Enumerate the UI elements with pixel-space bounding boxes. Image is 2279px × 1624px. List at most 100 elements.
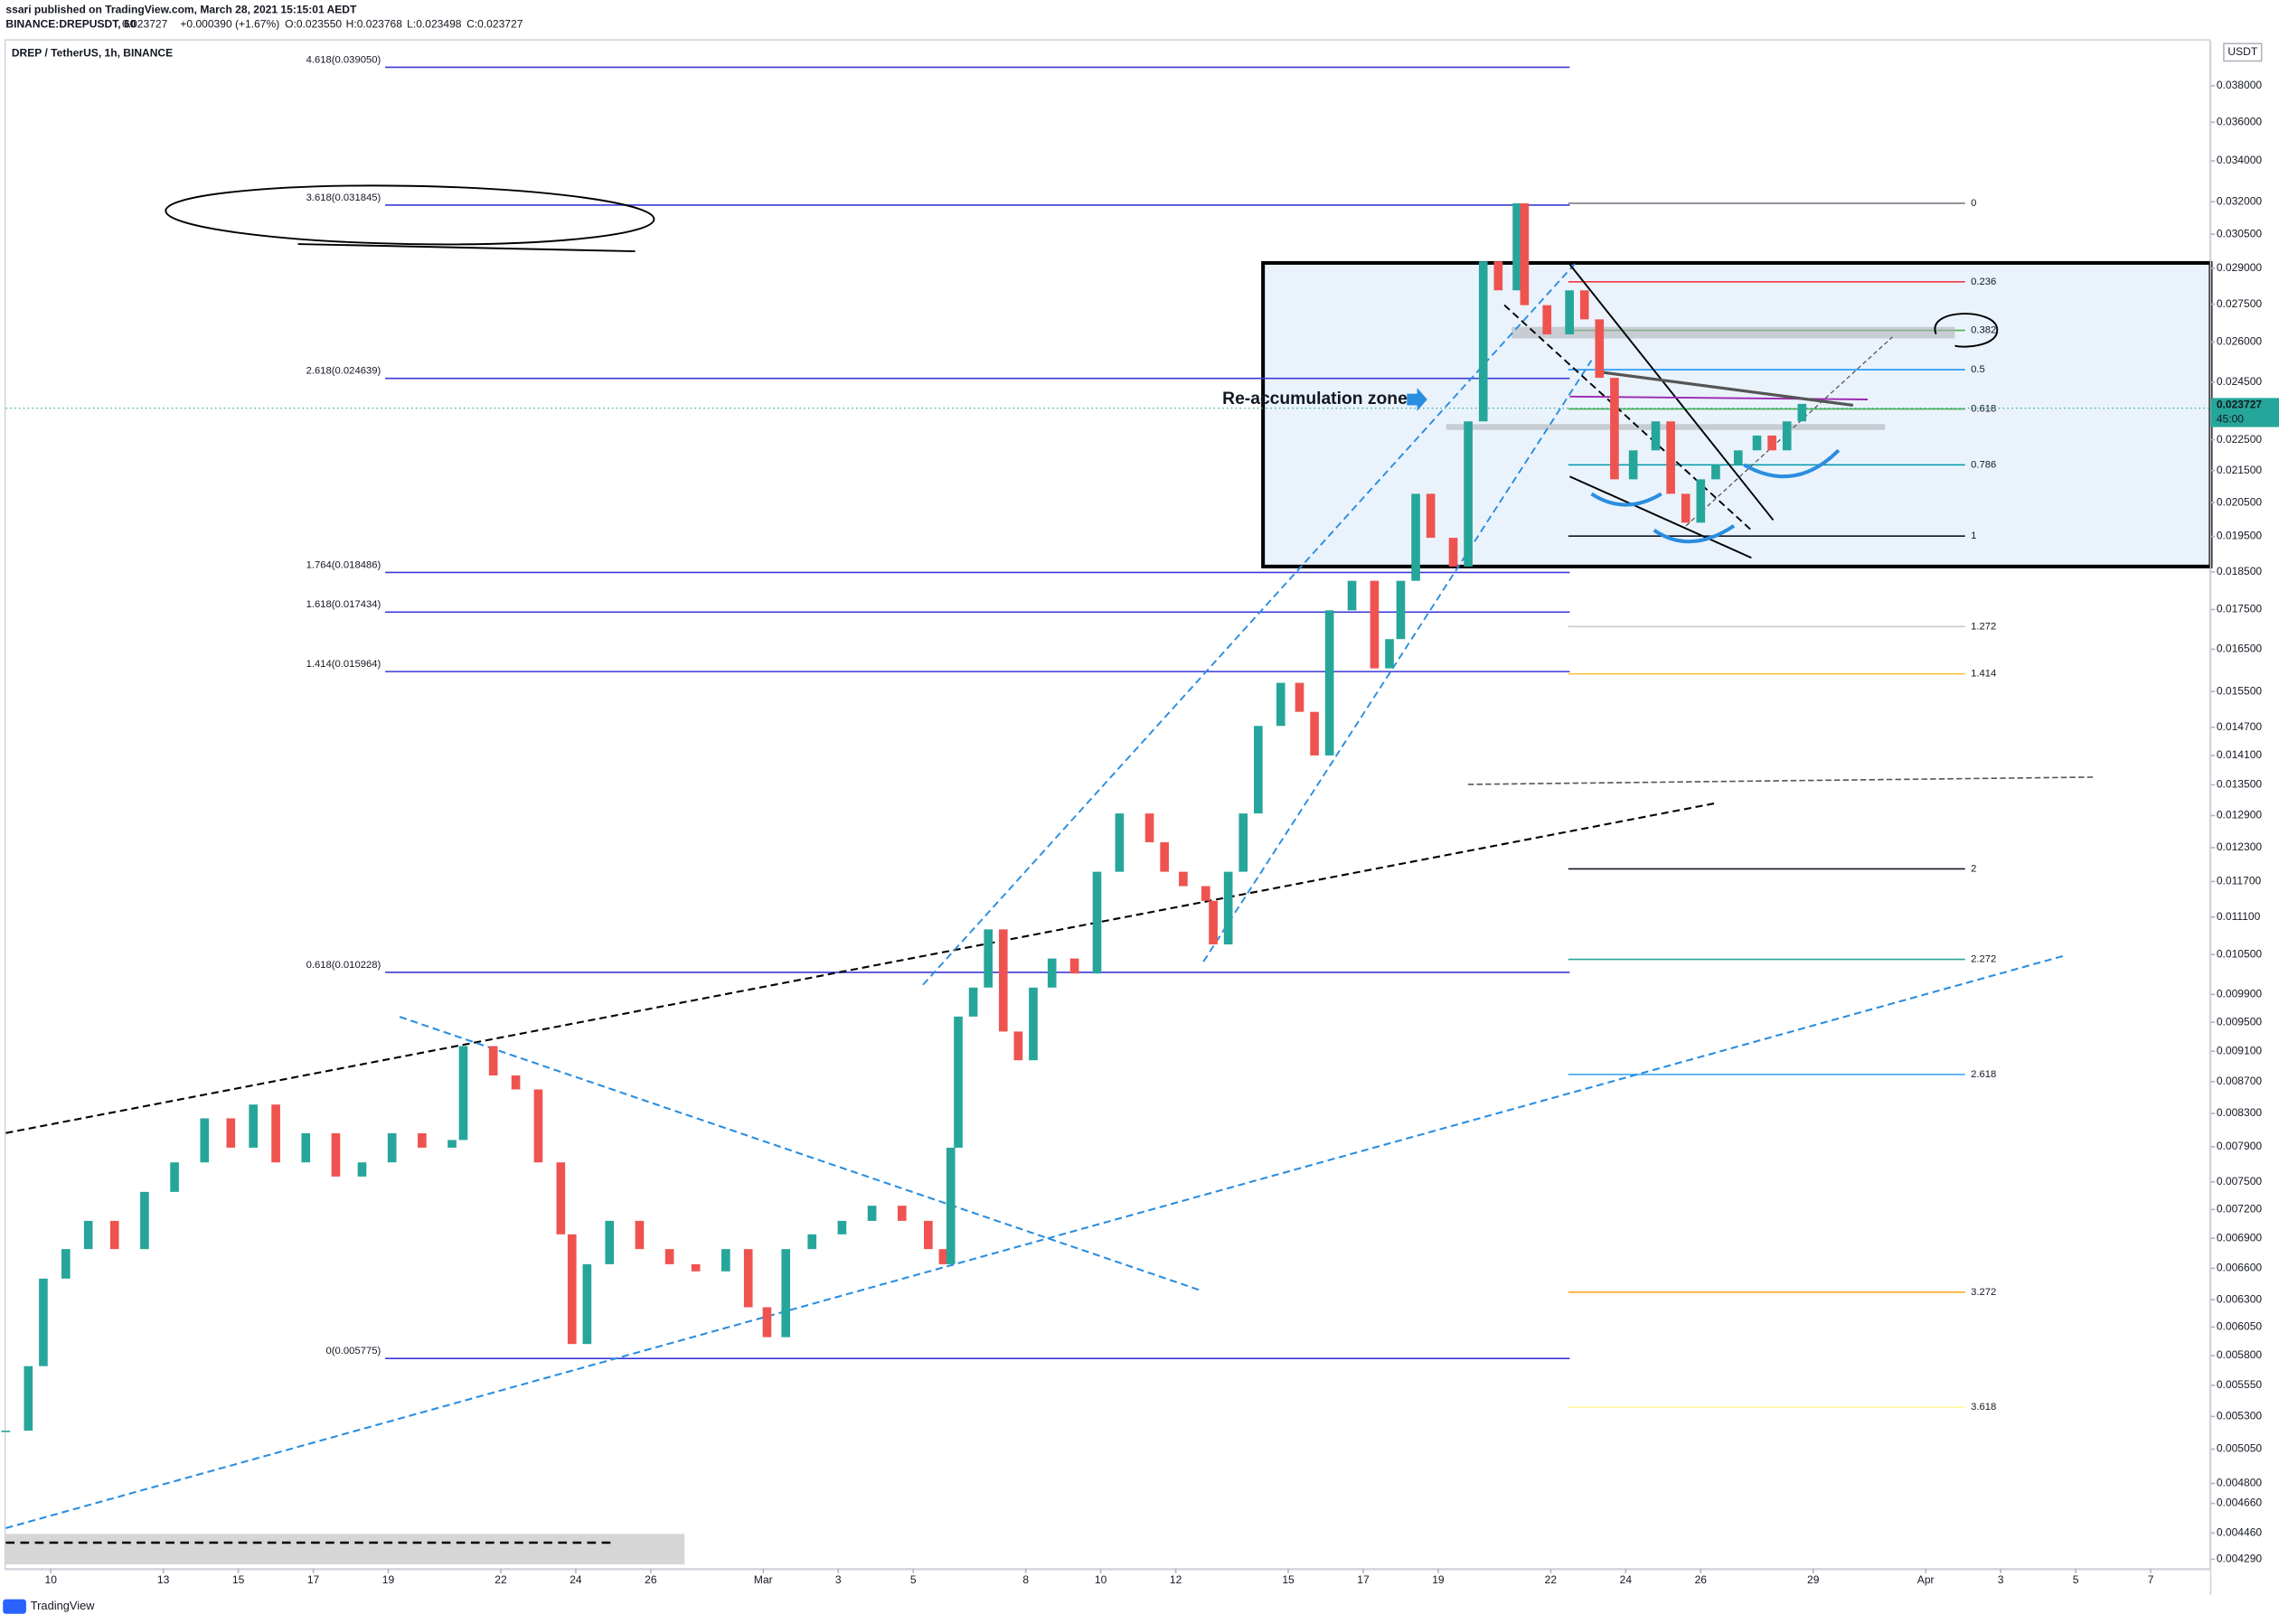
fib-retracement-label: 0.618 [1971,403,1996,414]
candle [867,1206,877,1221]
candle [1201,886,1210,901]
fib-retracement-label: 0.786 [1971,459,1996,470]
candle [1448,538,1458,567]
fib-extension-label: 3.618(0.031845) [306,192,381,203]
y-tick-label: 0.006600 [2217,1262,2263,1274]
x-tick-label: 3 [835,1573,842,1586]
y-tick-label: 0.022500 [2217,433,2263,446]
x-tick-label: 17 [307,1573,320,1586]
fib-layer: 4.618(0.039050) 3.618(0.031845) 2.618(0.02… [306,54,1997,1413]
candle [1752,435,1762,451]
y-tick-label: 0.004290 [2217,1553,2263,1565]
price-tag-value: 0.023727 [2217,399,2263,411]
x-tick-label: 26 [645,1573,657,1586]
candle [1797,403,1807,422]
open: O:0.023550 [285,18,342,31]
x-tick-label: 15 [1282,1573,1295,1586]
candle [1396,580,1406,640]
arc [1743,448,1841,479]
candle [1385,639,1394,669]
band [1511,326,1955,339]
candle [1767,435,1776,451]
y-tick-label: 0.012300 [2217,840,2263,853]
candle [1478,261,1488,422]
fib-extension-label: 2.618(0.024639) [306,366,381,377]
candle [998,929,1008,1032]
candle [1047,958,1057,988]
fib-extension-label: 4.618(0.039050) [306,54,381,65]
y-tick-label: 0.005300 [2217,1410,2263,1422]
y-tick-label: 0.005050 [2217,1442,2263,1455]
candle [954,1016,963,1148]
axes: USDT 0.023727 45:00 0.038000 0.036000 0.03… [5,41,2279,1595]
y-tick-label: 0.019500 [2217,530,2263,542]
candle [1324,610,1334,756]
publisher: ssari published on TradingView.com, Marc… [5,3,357,15]
y-tick-label: 0.016500 [2217,643,2263,655]
x-tick-label: 26 [1695,1573,1708,1586]
x-tick-label: 13 [157,1573,170,1586]
zone-box [1261,260,2213,568]
candle [1411,493,1420,581]
candle [1069,958,1079,974]
low: L:0.023498 [407,18,462,31]
y-tick-label: 0.017500 [2217,603,2263,615]
candle [1681,493,1690,523]
countdown: 45:00 [2217,413,2244,426]
candle [1254,726,1263,814]
chart-title: DREP / TetherUS, 1h, BINANCE [12,47,173,60]
logo [3,1599,26,1614]
fib-extension-label: 0(0.005775) [326,1346,381,1356]
currency: USDT [2227,45,2257,58]
candle [946,1147,956,1264]
candle [1628,450,1638,480]
candle [984,929,994,988]
candle [200,1118,210,1163]
y-tick-label: 0.018500 [2217,565,2263,577]
fib-retracement-label: 1 [1971,530,1976,541]
fib-retracement-label: 1.272 [1971,621,1996,632]
x-tick-label: Mar [754,1573,773,1586]
fib-retracement-label: 0.382 [1971,325,1996,336]
fib-retracement-label: 3.618 [1971,1402,1996,1413]
candle [249,1104,259,1148]
y-tick-label: 0.005800 [2217,1348,2263,1361]
channel-line [1202,360,1593,962]
candle [1542,305,1552,334]
fib-retracement-label: 2 [1971,863,1976,874]
wedge-line [1568,263,1775,521]
candle [635,1220,645,1250]
y-tick-label: 0.015500 [2217,684,2263,697]
y-tick-label: 0.024500 [2217,375,2263,388]
candle [271,1104,280,1163]
y-tick-label: 0.020500 [2217,495,2263,508]
candle [897,1206,907,1221]
trend-line [399,1016,1200,1291]
annotation: Re-accumulation zone [1222,390,1408,408]
y-tick-label: 0.007500 [2217,1175,2263,1187]
high: H:0.023768 [346,18,403,31]
y-tick-label: 0.011700 [2217,875,2262,887]
x-tick-label: 5 [910,1573,917,1586]
y-tick-label: 0.036000 [2217,115,2263,127]
y-tick-label: 0.021500 [2217,464,2263,476]
candle [1179,871,1188,887]
x-tick-label: 3 [1998,1573,2004,1586]
band [5,1534,685,1565]
fib-extension-label: 1.764(0.018486) [306,559,381,570]
x-tick-label: 10 [45,1573,58,1586]
y-tick-label: 0.029000 [2217,261,2263,274]
y-tick-label: 0.008700 [2217,1075,2263,1087]
candle [762,1307,772,1338]
candle [1,1431,11,1432]
candle [1782,421,1792,451]
y-tick-label: 0.034000 [2217,154,2263,166]
candle [938,1249,948,1264]
band [1446,424,1886,430]
candle [1696,479,1706,523]
candle [582,1263,592,1345]
candle [1464,421,1473,567]
